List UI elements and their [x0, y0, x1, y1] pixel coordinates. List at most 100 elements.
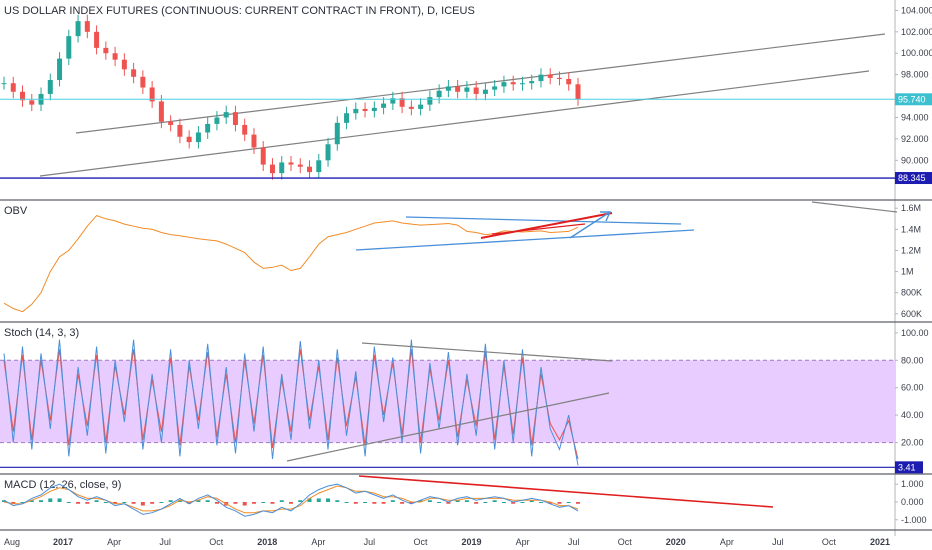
macd-histogram-bar [159, 502, 164, 503]
macd-histogram-bar [196, 500, 201, 502]
candle-body [1, 83, 7, 85]
candle-body [482, 89, 488, 94]
candle-body [334, 122, 340, 145]
candle-body [121, 59, 127, 70]
y-tick-label: 90.000 [901, 155, 929, 165]
macd-histogram-bar [427, 500, 432, 502]
x-tick-label: Jul [159, 537, 171, 547]
candle-body [371, 107, 377, 112]
stoch-value: 3.41 [898, 462, 916, 472]
candle-body [195, 132, 201, 143]
y-tick-label: 100.00 [901, 328, 929, 338]
candle-body [29, 100, 35, 105]
candle-body [57, 58, 63, 81]
candle-body [214, 117, 220, 124]
macd-histogram-bar [409, 502, 414, 504]
macd-histogram-bar [251, 502, 256, 504]
candle-body [538, 74, 544, 82]
candle-body [436, 90, 442, 98]
candle-body [325, 144, 331, 161]
candle-body [103, 47, 109, 54]
last-price-value: 95.740 [898, 94, 926, 104]
candle-body [529, 81, 535, 84]
x-tick-label: Jul [364, 537, 376, 547]
panel-title: MACD (12, 26, close, 9) [4, 479, 121, 491]
obv-lower-trend-line [355, 229, 695, 251]
macd-histogram-bar [94, 500, 99, 502]
candle-body [20, 91, 26, 101]
y-tick-label: 1.000 [901, 479, 924, 489]
macd-histogram-bar [390, 500, 395, 502]
macd-histogram-bar [557, 502, 562, 504]
candle-body [492, 86, 498, 90]
candle-body [408, 106, 414, 109]
candle-body [177, 124, 183, 137]
y-tick-label: 104.000 [901, 5, 932, 15]
candle-body [158, 101, 164, 122]
macd-histogram-bar [316, 498, 321, 502]
macd-histogram-bar [566, 502, 571, 503]
x-tick-label: Oct [413, 537, 428, 547]
y-tick-label: 1.6M [901, 203, 921, 213]
macd-histogram-bar [400, 502, 405, 504]
macd-histogram-bar [446, 502, 451, 504]
macd-histogram-bar [511, 502, 516, 504]
y-tick-label: 0.000 [901, 497, 924, 507]
candle-body [399, 98, 405, 107]
candle-body [427, 97, 433, 105]
panel-title: Stoch (14, 3, 3) [4, 327, 79, 339]
macd-histogram-bar [66, 502, 71, 503]
obv-extended-trend-line [811, 201, 898, 213]
stoch-lower-trend-line [286, 392, 610, 462]
candle-body [510, 82, 516, 85]
candle-body [186, 136, 192, 143]
macd-histogram-bar [307, 498, 312, 502]
y-tick-label: -1.000 [901, 515, 927, 525]
macd-histogram-bar [381, 502, 386, 504]
y-tick-label: 60.00 [901, 383, 924, 393]
obv-projection-arrow [569, 211, 611, 239]
candle-body [566, 78, 572, 85]
candle-body [575, 84, 581, 100]
y-tick-label: 80.00 [901, 355, 924, 365]
x-tick-label: Apr [311, 537, 325, 547]
macd-signal-line [3, 485, 579, 514]
candle-body [316, 160, 322, 173]
macd-histogram-bar [483, 502, 488, 503]
candle-body [519, 83, 525, 85]
candle-body [168, 121, 174, 125]
macd-histogram-bar [437, 502, 442, 503]
x-tick-label: Apr [107, 537, 121, 547]
candle-body [307, 166, 313, 173]
macd-line [3, 483, 579, 517]
y-tick-label: 94.000 [901, 112, 929, 122]
candle-body [260, 147, 266, 165]
macd-histogram-bar [11, 502, 16, 504]
macd-histogram-bar [205, 500, 210, 502]
candle-body [353, 108, 359, 114]
x-tick-label: 2017 [53, 537, 73, 547]
macd-histogram-bar [363, 502, 368, 503]
candle-body [556, 77, 562, 79]
obv-upper-trend-line [405, 216, 682, 225]
x-tick-label: Oct [822, 537, 837, 547]
y-tick-label: 102.000 [901, 27, 932, 37]
macd-histogram-bar [140, 502, 145, 506]
candle-body [112, 53, 118, 60]
macd-histogram-bar [103, 502, 108, 503]
macd-histogram-bar [2, 500, 6, 502]
x-tick-label: 2018 [257, 537, 277, 547]
macd-histogram-bar [233, 502, 238, 504]
obv-arrow-head [600, 211, 612, 222]
macd-histogram-bar [113, 502, 118, 504]
candle-body [473, 87, 479, 94]
macd-histogram-bar [335, 500, 340, 502]
candle-body [47, 80, 53, 94]
upper-trend-line [75, 33, 886, 134]
candle-body [94, 31, 100, 48]
macd-histogram-bar [48, 498, 53, 502]
x-tick-label: Aug [4, 537, 20, 547]
macd-histogram-bar [326, 498, 331, 502]
macd-histogram-bar [261, 502, 266, 503]
